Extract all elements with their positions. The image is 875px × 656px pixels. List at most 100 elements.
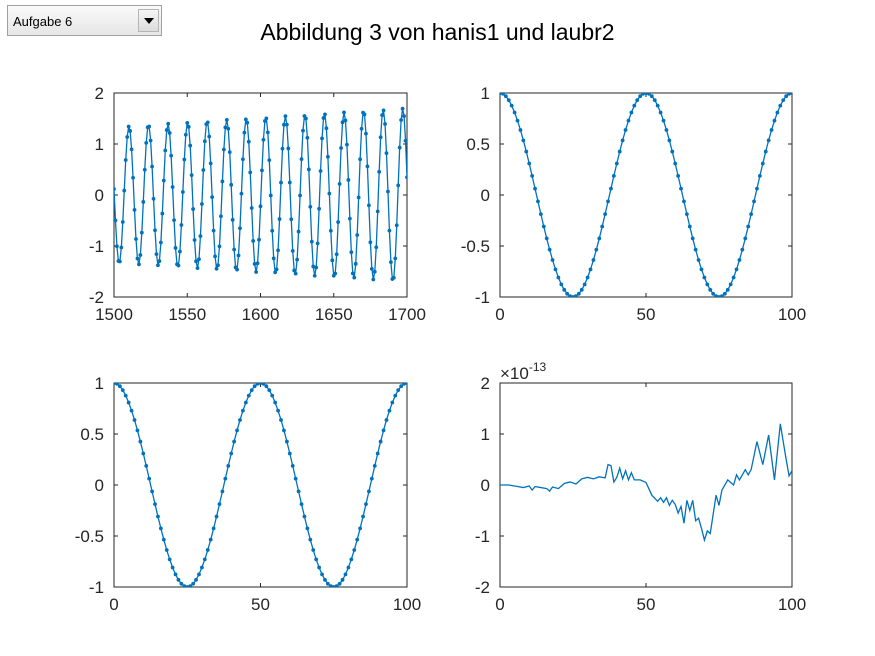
data-point xyxy=(192,238,197,242)
data-point xyxy=(119,245,124,250)
series-group xyxy=(114,106,407,282)
data-point xyxy=(387,408,392,413)
data-point xyxy=(311,548,316,552)
data-point xyxy=(334,584,339,587)
data-point xyxy=(137,262,141,267)
data-point xyxy=(731,275,736,280)
data-point xyxy=(339,146,343,150)
data-point xyxy=(230,217,235,222)
data-point xyxy=(276,248,280,253)
data-point xyxy=(600,224,605,229)
axes-box xyxy=(499,382,793,588)
data-point xyxy=(242,130,247,135)
data-point xyxy=(757,173,762,178)
data-point xyxy=(515,118,520,123)
task-dropdown-button[interactable] xyxy=(138,9,159,32)
data-point xyxy=(166,121,171,126)
data-point xyxy=(364,131,368,136)
data-point xyxy=(286,146,291,151)
y-tick-label: -2 xyxy=(475,578,490,597)
data-point xyxy=(150,164,154,169)
data-point xyxy=(647,93,651,96)
data-point xyxy=(134,237,138,241)
data-point xyxy=(164,548,169,552)
data-point xyxy=(287,180,292,185)
data-point xyxy=(684,212,689,217)
data-point xyxy=(179,223,184,227)
data-point xyxy=(219,214,223,219)
data-point xyxy=(740,247,745,252)
data-point xyxy=(144,463,149,468)
data-point xyxy=(254,270,259,274)
data-point xyxy=(249,206,254,210)
data-point xyxy=(778,103,783,108)
data-point xyxy=(606,199,610,204)
x-tick-label: 1700 xyxy=(388,305,426,324)
series-line xyxy=(500,93,792,297)
data-point xyxy=(597,236,602,241)
data-point xyxy=(260,168,264,173)
data-point xyxy=(397,145,402,150)
data-point xyxy=(197,257,201,262)
data-point xyxy=(766,138,771,143)
data-point xyxy=(255,383,260,386)
data-point xyxy=(632,103,637,108)
data-point xyxy=(211,228,216,233)
data-point xyxy=(314,265,319,270)
data-point xyxy=(314,557,319,562)
data-point xyxy=(176,263,181,268)
data-point xyxy=(594,247,599,252)
data-point xyxy=(176,577,181,582)
data-point xyxy=(299,502,304,507)
y-tick-label: 2 xyxy=(95,84,104,103)
data-point xyxy=(591,258,596,262)
axes-box xyxy=(113,382,408,588)
data-point xyxy=(355,233,360,237)
data-point xyxy=(342,110,346,115)
data-point xyxy=(185,585,190,587)
data-point xyxy=(117,259,122,264)
data-point xyxy=(261,383,266,386)
data-point xyxy=(362,112,367,117)
data-point xyxy=(386,189,390,194)
data-point xyxy=(384,151,389,156)
data-point xyxy=(521,138,526,143)
chevron-down-icon xyxy=(144,18,154,24)
data-point xyxy=(213,254,217,259)
data-point xyxy=(524,149,529,154)
data-point xyxy=(173,246,178,250)
data-point xyxy=(122,188,127,193)
x-tick-label: 1500 xyxy=(95,305,133,324)
data-point xyxy=(311,264,316,269)
data-point xyxy=(217,502,222,507)
data-point xyxy=(201,168,206,172)
data-point xyxy=(223,125,228,130)
series-group xyxy=(114,383,407,587)
data-point xyxy=(556,275,561,280)
y-tick-label: 2 xyxy=(481,374,490,393)
data-point xyxy=(224,118,229,122)
data-point xyxy=(276,408,280,413)
data-point xyxy=(541,224,546,229)
data-point xyxy=(346,178,351,182)
series-line xyxy=(500,423,792,543)
data-point xyxy=(340,120,345,125)
data-point xyxy=(114,218,118,223)
data-point xyxy=(690,236,695,241)
data-point xyxy=(280,146,285,151)
series-group xyxy=(500,93,792,297)
data-point xyxy=(661,118,666,123)
x-tick-label: 50 xyxy=(251,595,270,614)
data-point xyxy=(346,565,351,570)
data-point xyxy=(123,158,128,162)
data-point xyxy=(320,136,324,141)
data-point xyxy=(394,223,399,228)
data-point xyxy=(325,154,330,159)
data-point xyxy=(658,110,663,115)
data-point xyxy=(343,572,348,577)
data-point xyxy=(182,157,187,162)
task-dropdown[interactable]: Aufgabe 6 xyxy=(7,5,162,36)
data-point xyxy=(138,253,143,257)
data-point xyxy=(232,439,237,444)
data-point xyxy=(315,241,320,246)
